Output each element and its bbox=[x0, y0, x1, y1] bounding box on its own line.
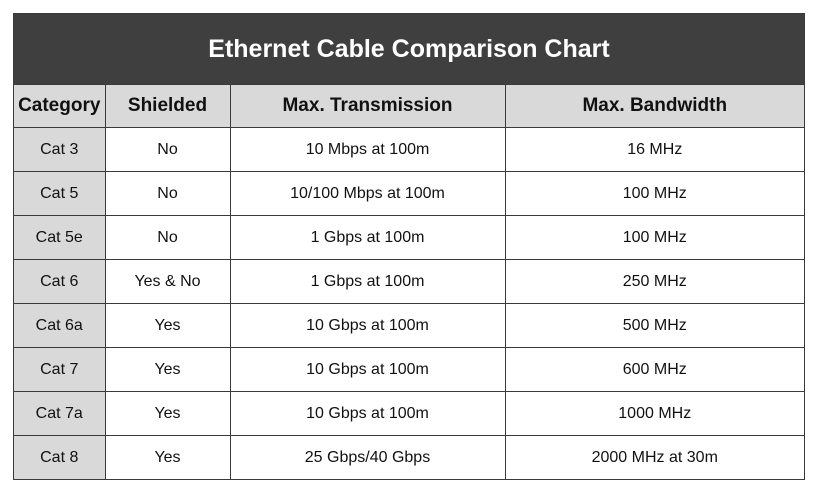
table-row: Cat 7a Yes 10 Gbps at 100m 1000 MHz bbox=[14, 391, 804, 436]
category-cell: Cat 7 bbox=[14, 347, 106, 392]
table-row: Cat 6a Yes 10 Gbps at 100m 500 MHz bbox=[14, 303, 804, 348]
shielded-cell: Yes bbox=[104, 347, 231, 392]
comparison-table: Category Shielded Max. Transmission Max.… bbox=[14, 85, 804, 479]
bandwidth-cell: 250 MHz bbox=[504, 259, 804, 304]
shielded-cell: No bbox=[104, 171, 231, 216]
shielded-cell: Yes & No bbox=[104, 259, 231, 304]
chart-title: Ethernet Cable Comparison Chart bbox=[14, 14, 804, 85]
category-cell: Cat 5e bbox=[14, 215, 106, 260]
table-row: Cat 3 No 10 Mbps at 100m 16 MHz bbox=[14, 127, 804, 172]
transmission-cell: 10 Gbps at 100m bbox=[229, 391, 506, 436]
category-cell: Cat 3 bbox=[14, 127, 106, 172]
table-row: Cat 7 Yes 10 Gbps at 100m 600 MHz bbox=[14, 347, 804, 392]
bandwidth-cell: 100 MHz bbox=[504, 171, 804, 216]
header-row: Category Shielded Max. Transmission Max.… bbox=[14, 85, 804, 128]
table-row: Cat 5e No 1 Gbps at 100m 100 MHz bbox=[14, 215, 804, 260]
bandwidth-cell: 600 MHz bbox=[504, 347, 804, 392]
bandwidth-cell: 100 MHz bbox=[504, 215, 804, 260]
bandwidth-cell: 500 MHz bbox=[504, 303, 804, 348]
transmission-cell: 10 Mbps at 100m bbox=[229, 127, 506, 172]
category-cell: Cat 7a bbox=[14, 391, 106, 436]
transmission-cell: 10 Gbps at 100m bbox=[229, 303, 506, 348]
category-cell: Cat 6a bbox=[14, 303, 106, 348]
comparison-chart: Ethernet Cable Comparison Chart Category… bbox=[13, 13, 805, 480]
shielded-cell: Yes bbox=[104, 435, 231, 479]
shielded-cell: No bbox=[104, 127, 231, 172]
shielded-cell: Yes bbox=[104, 391, 231, 436]
header-shielded: Shielded bbox=[104, 85, 231, 128]
category-cell: Cat 8 bbox=[14, 435, 106, 479]
header-max-transmission: Max. Transmission bbox=[229, 85, 506, 128]
transmission-cell: 10 Gbps at 100m bbox=[229, 347, 506, 392]
table-row: Cat 8 Yes 25 Gbps/40 Gbps 2000 MHz at 30… bbox=[14, 435, 804, 479]
shielded-cell: Yes bbox=[104, 303, 231, 348]
table-row: Cat 5 No 10/100 Mbps at 100m 100 MHz bbox=[14, 171, 804, 216]
transmission-cell: 25 Gbps/40 Gbps bbox=[229, 435, 506, 479]
transmission-cell: 1 Gbps at 100m bbox=[229, 259, 506, 304]
transmission-cell: 10/100 Mbps at 100m bbox=[229, 171, 506, 216]
header-max-bandwidth: Max. Bandwidth bbox=[504, 85, 804, 128]
bandwidth-cell: 16 MHz bbox=[504, 127, 804, 172]
header-category: Category bbox=[14, 85, 106, 128]
transmission-cell: 1 Gbps at 100m bbox=[229, 215, 506, 260]
bandwidth-cell: 1000 MHz bbox=[504, 391, 804, 436]
table-row: Cat 6 Yes & No 1 Gbps at 100m 250 MHz bbox=[14, 259, 804, 304]
bandwidth-cell: 2000 MHz at 30m bbox=[504, 435, 804, 479]
category-cell: Cat 5 bbox=[14, 171, 106, 216]
category-cell: Cat 6 bbox=[14, 259, 106, 304]
shielded-cell: No bbox=[104, 215, 231, 260]
